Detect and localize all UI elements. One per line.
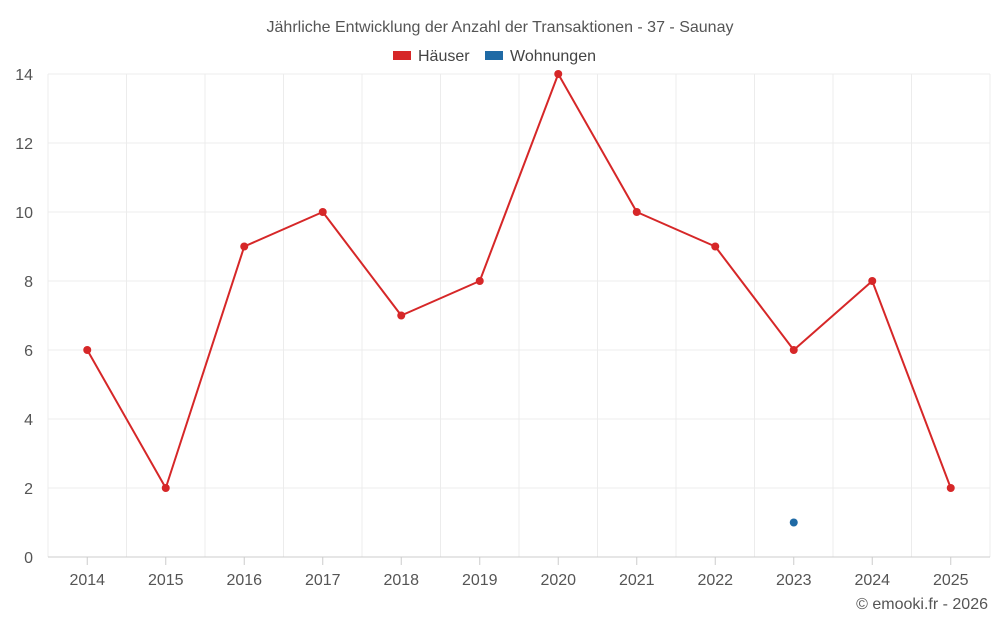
x-tick-label: 2017 [305,572,341,589]
data-point[interactable] [789,518,798,527]
x-tick-label: 2016 [226,572,262,589]
y-tick-label: 2 [24,481,33,498]
legend: Häuser Wohnungen [393,48,596,65]
data-point[interactable] [240,242,249,251]
legend-label-haeuser[interactable]: Häuser [418,48,470,65]
x-tick-label: 2018 [383,572,419,589]
series-layer [83,70,955,527]
y-tick-label: 0 [24,550,33,567]
y-tick-label: 14 [15,67,33,84]
series-haeuser [83,70,955,492]
legend-swatch-haeuser[interactable] [393,51,411,60]
x-tick-label: 2019 [462,572,498,589]
x-tick-label: 2020 [540,572,576,589]
copyright-label: © emooki.fr - 2026 [856,596,988,613]
y-tick-label: 8 [24,274,33,291]
y-tick-label: 10 [15,205,33,222]
data-point[interactable] [789,346,798,354]
data-point[interactable] [946,484,955,492]
data-point[interactable] [554,70,563,78]
y-tick-label: 6 [24,343,33,360]
data-point[interactable] [632,208,641,216]
x-tick-label: 2022 [697,572,733,589]
horizontal-gridlines [48,73,990,558]
data-point[interactable] [318,208,327,216]
x-axis: 2014 2015 2016 2017 2018 2019 2020 2021 2022 2023… [69,557,969,589]
y-axis: 0 2 4 6 8 10 12 14 [15,67,33,567]
data-point[interactable] [397,311,406,320]
y-tick-label: 12 [15,136,33,153]
vertical-gridlines [47,74,991,557]
x-tick-label: 2021 [619,572,655,589]
series-wohnungen [789,518,798,527]
legend-label-wohnungen[interactable]: Wohnungen [510,48,596,65]
data-point[interactable] [868,277,877,285]
data-point[interactable] [711,242,720,251]
chart-title: Jährliche Entwicklung der Anzahl der Tra… [267,19,734,36]
legend-swatch-wohnungen[interactable] [485,51,503,60]
data-point[interactable] [475,277,484,285]
x-tick-label: 2023 [776,572,812,589]
x-tick-label: 2025 [933,572,969,589]
data-point[interactable] [161,484,170,492]
x-tick-label: 2014 [69,572,105,589]
x-tick-label: 2015 [148,572,184,589]
series-line [86,73,952,489]
data-point[interactable] [83,346,92,354]
y-tick-label: 4 [24,412,33,429]
x-tick-label: 2024 [854,572,890,589]
